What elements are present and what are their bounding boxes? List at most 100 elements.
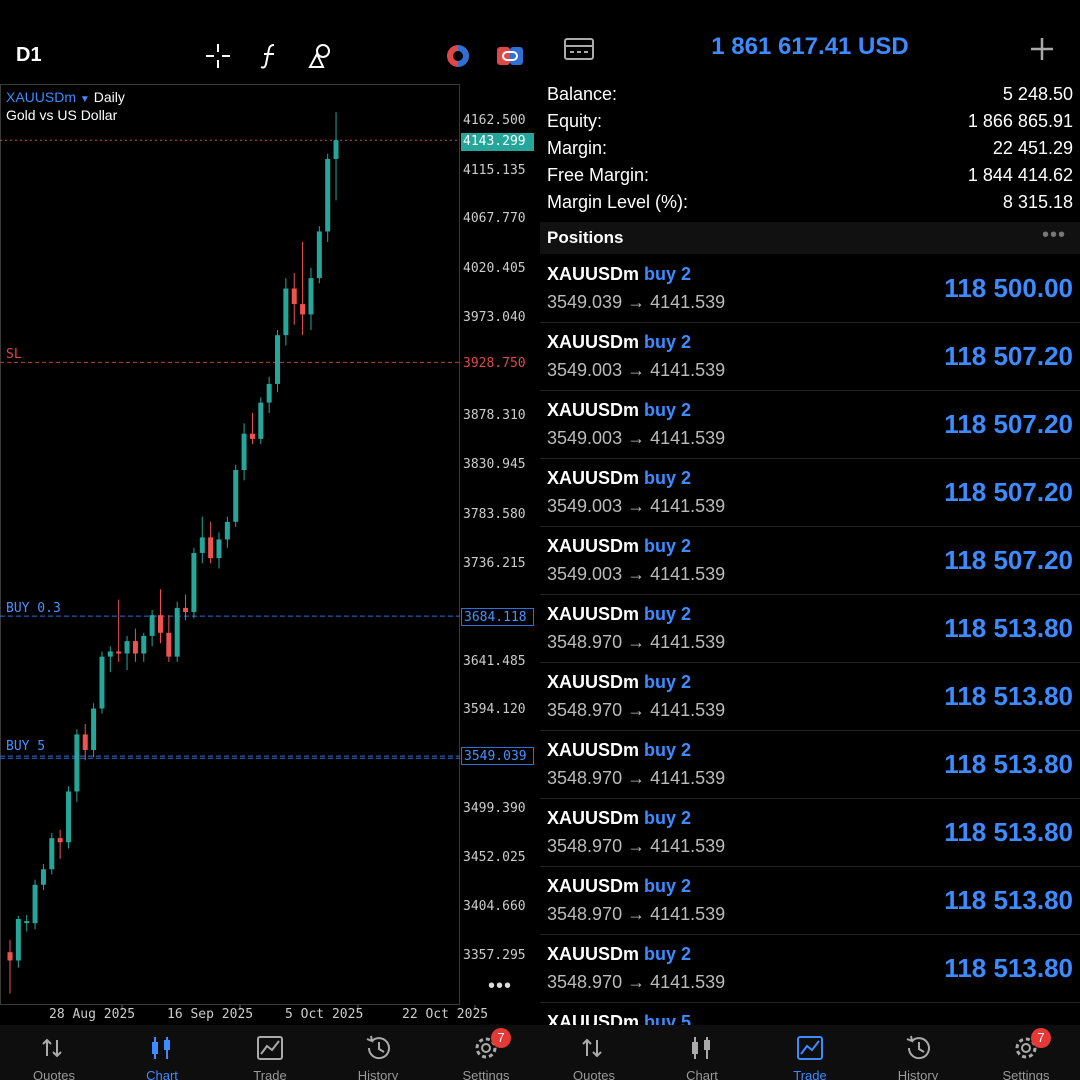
- candle: [241, 423, 247, 481]
- chart-symbol-title[interactable]: XAUUSDm ▼ Daily: [6, 89, 125, 105]
- position-row[interactable]: XAUUSDm buy 2 3548.970 → 4141.539 118 513.…: [540, 867, 1080, 935]
- tab-history[interactable]: History: [324, 1025, 432, 1080]
- tab-quotes[interactable]: Quotes: [0, 1025, 108, 1080]
- symbol-dropdown-icon[interactable]: ▼: [79, 94, 90, 105]
- tab-chart[interactable]: Chart: [108, 1025, 216, 1080]
- time-tick-label: 28 Aug 2025: [49, 1007, 136, 1022]
- position-row[interactable]: XAUUSDm buy 2 3549.003 → 4141.539 118 507.…: [540, 459, 1080, 527]
- position-prices: 3549.003 → 4141.539: [547, 428, 726, 448]
- candle: [49, 832, 55, 875]
- position-prices: 3549.003 → 4141.539: [547, 360, 726, 380]
- tab-quotes[interactable]: Quotes: [540, 1025, 648, 1080]
- position-profit: 118 513.80: [944, 953, 1073, 983]
- calculator-icon[interactable]: [564, 38, 594, 60]
- account-value: 5 248.50: [1002, 84, 1073, 104]
- position-row[interactable]: XAUUSDm buy 2 3549.003 → 4141.539 118 507.…: [540, 527, 1080, 595]
- candle: [208, 521, 214, 564]
- candle-body: [291, 288, 297, 305]
- candle: [107, 646, 113, 673]
- position-direction: buy 2: [644, 332, 692, 352]
- tab-label: Trade: [253, 1068, 287, 1080]
- current-price-tag: 4143.299: [461, 133, 534, 151]
- position-row[interactable]: XAUUSDm buy 2 3548.970 → 4141.539 118 513.…: [540, 935, 1080, 1003]
- position-row[interactable]: XAUUSDm buy 2 3548.970 → 4141.539 118 513.…: [540, 595, 1080, 663]
- position-row[interactable]: XAUUSDm buy 2 3548.970 → 4141.539 118 513.…: [540, 731, 1080, 799]
- position-symbol: XAUUSDm buy 2: [547, 264, 691, 285]
- tab-settings[interactable]: Settings 7: [432, 1025, 540, 1080]
- indicators-icon[interactable]: [254, 40, 286, 72]
- price-tick-label: 3452.025: [463, 850, 526, 865]
- position-symbol: XAUUSDm buy 2: [547, 672, 691, 693]
- tab-label: Chart: [686, 1068, 718, 1080]
- price-tick-label: 4162.500: [463, 113, 526, 128]
- account-total: 1 861 617.41 USD: [711, 33, 909, 60]
- position-symbol: XAUUSDm buy 2: [547, 604, 691, 625]
- account-label: Margin:: [547, 138, 608, 158]
- tab-chart[interactable]: Chart: [648, 1025, 756, 1080]
- position-prices: 3549.039 → 4141.539: [547, 292, 726, 312]
- candle: [166, 615, 172, 662]
- candle-body: [283, 288, 289, 336]
- position-prices: 3548.970 → 4141.539: [547, 700, 726, 720]
- candle: [7, 939, 13, 994]
- candle: [132, 628, 138, 662]
- candle-body: [249, 433, 255, 439]
- candle: [249, 412, 255, 445]
- candle: [325, 153, 331, 242]
- price-tick-label: 3641.485: [463, 654, 526, 669]
- candle-body: [40, 869, 46, 885]
- account-label: Balance:: [547, 84, 618, 104]
- add-order-icon[interactable]: [1030, 37, 1054, 61]
- candle: [116, 599, 122, 662]
- candle-body: [157, 615, 163, 633]
- account-row: Free Margin: 1 844 414.62: [547, 165, 1073, 186]
- candle: [258, 397, 264, 445]
- candle-body: [32, 884, 38, 924]
- chart-more-icon[interactable]: •••: [488, 975, 513, 997]
- candle: [24, 914, 30, 932]
- position-profit: 118 513.80: [944, 885, 1073, 915]
- tab-trade[interactable]: Trade: [216, 1025, 324, 1080]
- chart-symbol[interactable]: XAUUSDm: [6, 89, 77, 105]
- chart-screen: D1 XAUUSDm ▼ Daily Gold vs US Dollar 416…: [0, 40, 540, 1080]
- tab-label: Settings: [462, 1068, 510, 1080]
- candle-body: [266, 383, 272, 403]
- positions-more-icon[interactable]: •••: [1041, 224, 1066, 246]
- tab-settings[interactable]: Settings 7: [972, 1025, 1080, 1080]
- candle: [291, 272, 297, 325]
- account-row: Balance: 5 248.50: [547, 84, 1073, 105]
- candle: [275, 329, 281, 393]
- timeframe-button[interactable]: D1: [16, 44, 42, 66]
- position-profit: 118 513.80: [944, 681, 1073, 711]
- objects-icon[interactable]: [304, 40, 336, 72]
- position-prices: 3548.970 → 4141.539: [547, 768, 726, 788]
- notification-badge: 7: [491, 1028, 511, 1048]
- one-click-trading-icon[interactable]: [442, 40, 474, 72]
- position-row[interactable]: XAUUSDm buy 2 3549.039 → 4141.539 118 500.…: [540, 255, 1080, 323]
- position-direction: buy 2: [644, 264, 692, 284]
- candle-body: [300, 304, 306, 315]
- candle: [316, 226, 322, 284]
- candle: [157, 589, 163, 644]
- sl-line-label: SL: [6, 347, 22, 362]
- history-icon: [906, 1035, 930, 1060]
- price-chart[interactable]: [0, 84, 460, 1005]
- position-row[interactable]: XAUUSDm buy 2 3548.970 → 4141.539 118 513.…: [540, 799, 1080, 867]
- position-row[interactable]: XAUUSDm buy 2 3549.003 → 4141.539 118 507.…: [540, 323, 1080, 391]
- candle-body: [74, 734, 80, 792]
- tab-history[interactable]: History: [864, 1025, 972, 1080]
- position-row[interactable]: XAUUSDm buy 2 3548.970 → 4141.539 118 513.…: [540, 663, 1080, 731]
- candle: [32, 879, 38, 930]
- position-row[interactable]: XAUUSDm buy 2 3549.003 → 4141.539 118 507.…: [540, 391, 1080, 459]
- trade-icon[interactable]: [494, 40, 526, 72]
- candle: [224, 516, 230, 548]
- account-label: Margin Level (%):: [547, 192, 689, 212]
- candle: [308, 267, 314, 330]
- position-symbol-name: XAUUSDm: [547, 808, 640, 828]
- tab-label: Settings: [1002, 1068, 1050, 1080]
- tab-trade[interactable]: Trade: [756, 1025, 864, 1080]
- candle-body: [275, 335, 281, 384]
- candle-body: [24, 921, 30, 924]
- tab-label: Quotes: [33, 1068, 75, 1080]
- crosshair-icon[interactable]: [202, 40, 234, 72]
